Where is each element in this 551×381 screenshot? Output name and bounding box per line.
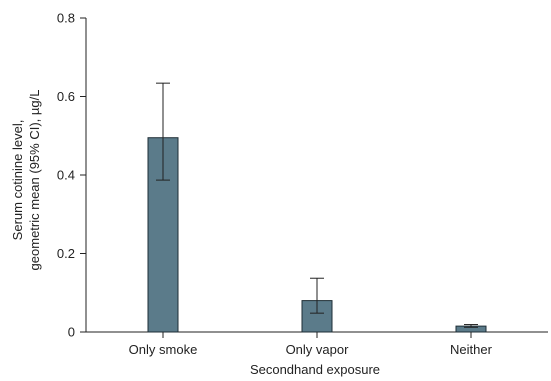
x-tick-label: Only smoke — [129, 342, 198, 357]
y-tick-label: 0.2 — [57, 246, 75, 261]
error-bars — [156, 82, 478, 328]
x-tick-label: Only vapor — [286, 342, 350, 357]
y-ticks: 0 0.2 0.4 0.6 0.8 — [57, 11, 86, 340]
x-axis-title: Secondhand exposure — [250, 362, 380, 377]
x-tick-label: Neither — [450, 342, 493, 357]
y-axis-title-line-1: Serum cotinine level, — [10, 120, 25, 241]
y-tick-label: 0.4 — [57, 168, 75, 183]
y-axis-title: Serum cotinine level, geometric mean (95… — [10, 90, 42, 271]
y-axis-title-line-2: geometric mean (95% CI), µg/L — [27, 90, 42, 271]
y-tick-label: 0 — [68, 325, 75, 340]
y-tick-label: 0.8 — [57, 11, 75, 26]
x-ticks: Only smoke Only vapor Neither — [129, 332, 493, 357]
y-tick-label: 0.6 — [57, 89, 75, 104]
